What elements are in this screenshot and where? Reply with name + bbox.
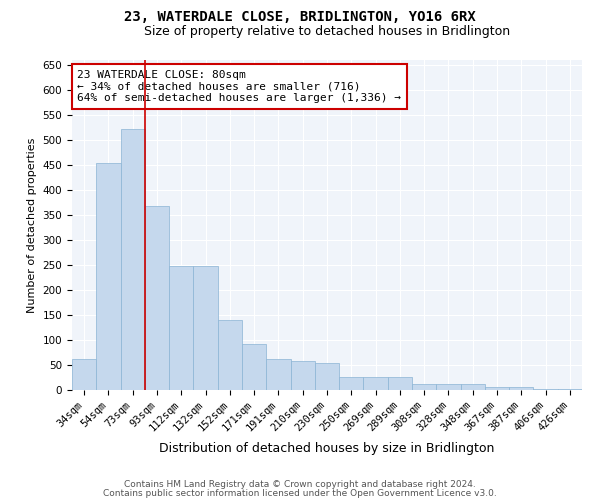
Bar — [193, 266, 218, 390]
Bar — [72, 359, 96, 390]
Bar — [388, 376, 412, 390]
Bar — [509, 386, 533, 390]
Y-axis label: Number of detached properties: Number of detached properties — [27, 138, 37, 312]
Bar — [121, 129, 145, 390]
Bar — [290, 361, 315, 390]
Bar — [242, 344, 266, 390]
Bar — [218, 320, 242, 390]
Bar — [96, 162, 121, 390]
X-axis label: Distribution of detached houses by size in Bridlington: Distribution of detached houses by size … — [160, 442, 494, 454]
Bar — [558, 388, 582, 390]
Text: Contains HM Land Registry data © Crown copyright and database right 2024.: Contains HM Land Registry data © Crown c… — [124, 480, 476, 489]
Bar — [461, 384, 485, 390]
Bar — [436, 384, 461, 390]
Title: Size of property relative to detached houses in Bridlington: Size of property relative to detached ho… — [144, 25, 510, 38]
Bar — [412, 384, 436, 390]
Bar — [266, 359, 290, 390]
Bar — [169, 266, 193, 390]
Text: Contains public sector information licensed under the Open Government Licence v3: Contains public sector information licen… — [103, 490, 497, 498]
Text: 23 WATERDALE CLOSE: 80sqm
← 34% of detached houses are smaller (716)
64% of semi: 23 WATERDALE CLOSE: 80sqm ← 34% of detac… — [77, 70, 401, 103]
Text: 23, WATERDALE CLOSE, BRIDLINGTON, YO16 6RX: 23, WATERDALE CLOSE, BRIDLINGTON, YO16 6… — [124, 10, 476, 24]
Bar — [145, 206, 169, 390]
Bar — [533, 388, 558, 390]
Bar — [315, 363, 339, 390]
Bar — [485, 386, 509, 390]
Bar — [364, 376, 388, 390]
Bar — [339, 376, 364, 390]
